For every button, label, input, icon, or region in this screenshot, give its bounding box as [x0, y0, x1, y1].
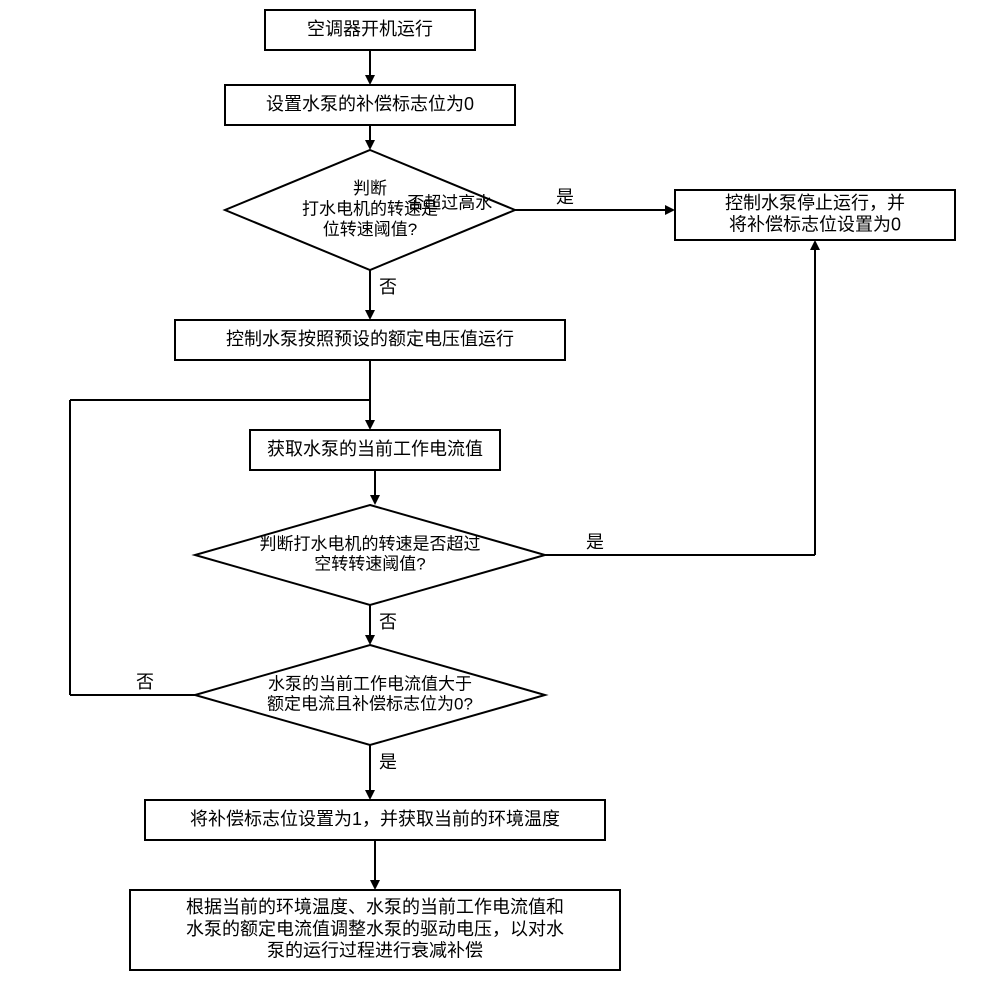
svg-text:将补偿标志位设置为0: 将补偿标志位设置为0 — [729, 215, 901, 235]
svg-text:是: 是 — [379, 752, 397, 772]
svg-text:否超过高水: 否超过高水 — [407, 193, 492, 212]
svg-text:水泵的额定电流值调整水泵的驱动电压，以对水: 水泵的额定电流值调整水泵的驱动电压，以对水 — [186, 919, 564, 939]
svg-text:控制水泵停止运行，并: 控制水泵停止运行，并 — [725, 193, 905, 213]
svg-text:设置水泵的补偿标志位为0: 设置水泵的补偿标志位为0 — [266, 94, 474, 114]
svg-text:判断: 判断 — [353, 179, 387, 198]
svg-text:判断打水电机的转速是否超过: 判断打水电机的转速是否超过 — [260, 534, 481, 553]
svg-text:是: 是 — [556, 187, 574, 207]
svg-text:空转转速阈值?: 空转转速阈值? — [314, 555, 425, 574]
svg-text:额定电流且补偿标志位为0?: 额定电流且补偿标志位为0? — [267, 695, 473, 714]
svg-text:控制水泵按照预设的额定电压值运行: 控制水泵按照预设的额定电压值运行 — [226, 329, 514, 349]
svg-text:否: 否 — [379, 612, 397, 632]
svg-text:否: 否 — [379, 277, 397, 297]
svg-text:位转速阈值?: 位转速阈值? — [323, 220, 417, 239]
svg-text:水泵的当前工作电流值大于: 水泵的当前工作电流值大于 — [268, 674, 472, 693]
svg-text:获取水泵的当前工作电流值: 获取水泵的当前工作电流值 — [267, 439, 483, 459]
svg-text:泵的运行过程进行衰减补偿: 泵的运行过程进行衰减补偿 — [267, 940, 483, 960]
svg-text:根据当前的环境温度、水泵的当前工作电流值和: 根据当前的环境温度、水泵的当前工作电流值和 — [186, 897, 564, 917]
svg-text:否: 否 — [136, 672, 154, 692]
svg-text:空调器开机运行: 空调器开机运行 — [307, 19, 433, 39]
svg-text:是: 是 — [586, 532, 604, 552]
svg-text:将补偿标志位设置为1，并获取当前的环境温度: 将补偿标志位设置为1，并获取当前的环境温度 — [190, 809, 560, 829]
